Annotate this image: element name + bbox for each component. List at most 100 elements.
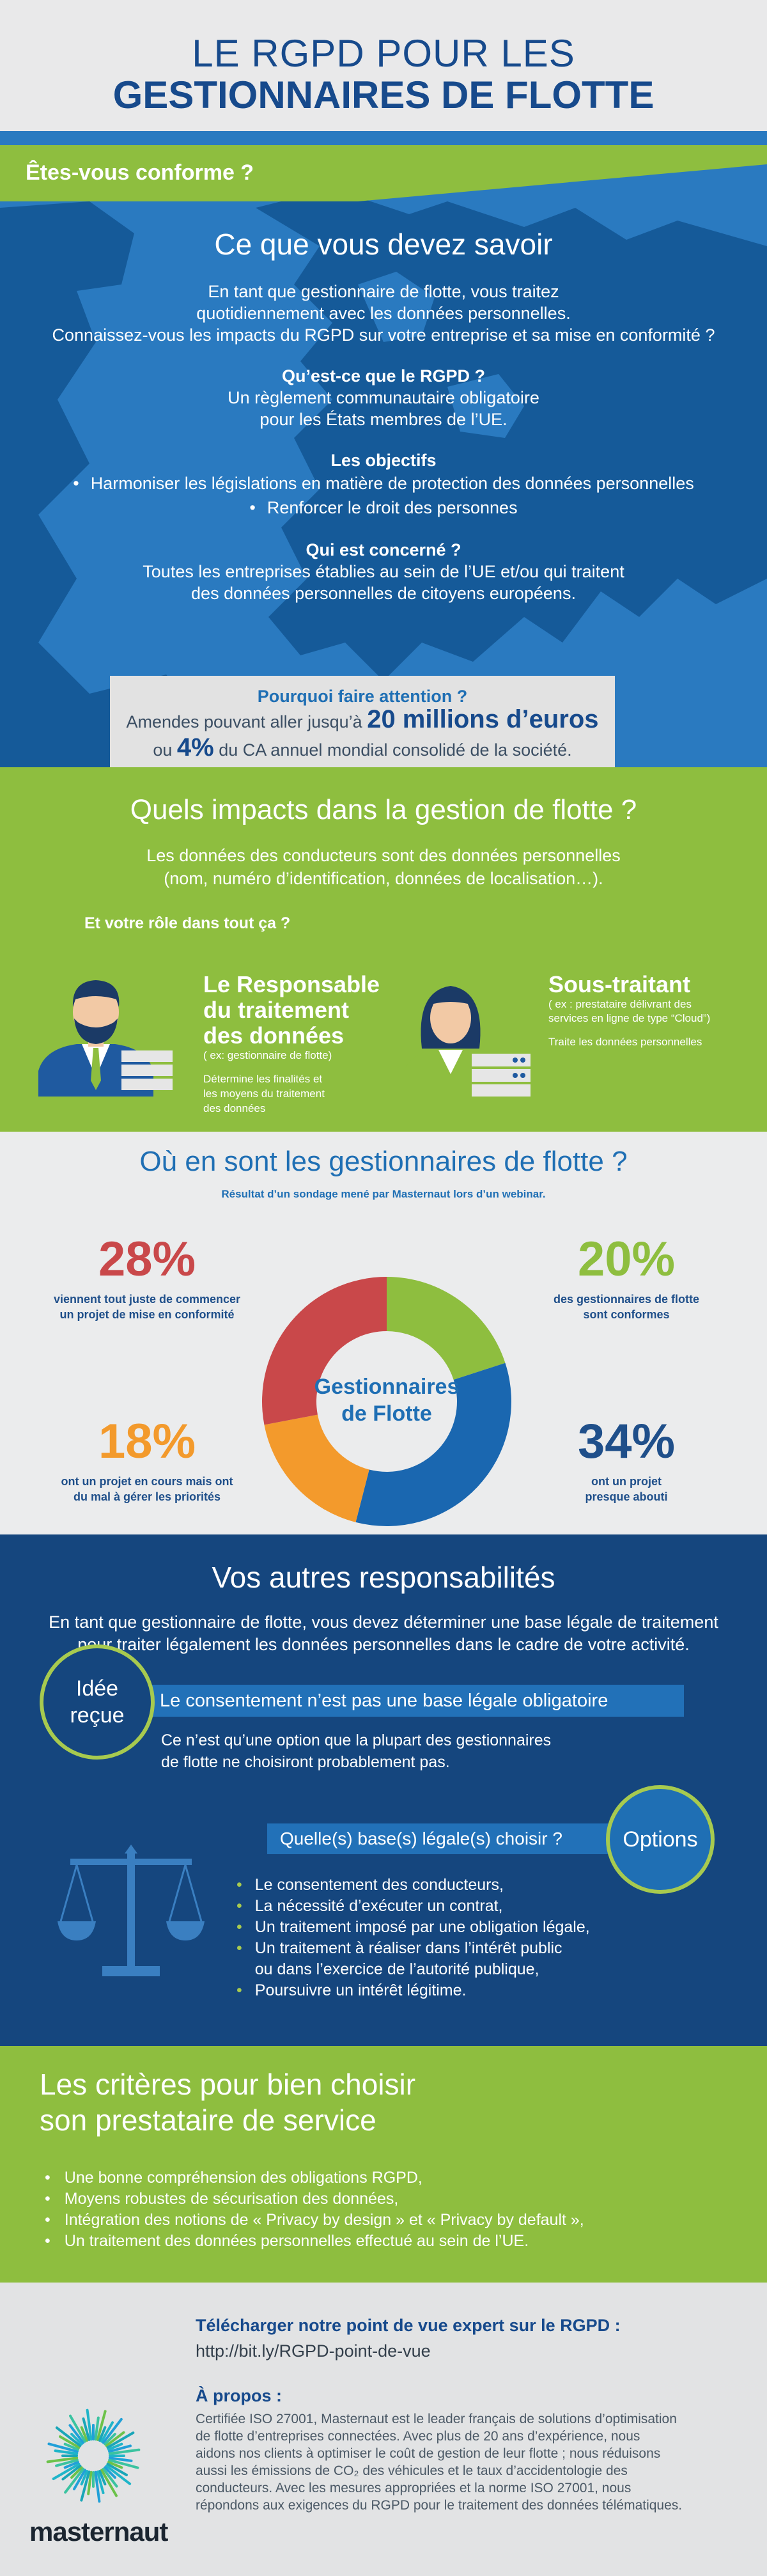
- fine-suffix: du CA annuel mondial consolidé de la soc…: [219, 740, 572, 760]
- objective-1-text: Harmoniser les législations en matière d…: [90, 474, 694, 493]
- logo-ray: [87, 2471, 93, 2495]
- logo-ray: [73, 2469, 86, 2490]
- list-item: • La nécessité d’exécuter un contrat,: [236, 1897, 503, 1915]
- logo-ray: [108, 2458, 139, 2469]
- justice-scales-icon: [58, 1845, 205, 1976]
- logo-ray: [107, 2442, 123, 2451]
- list-item: • Le consentement des conducteurs,: [236, 1876, 504, 1894]
- logo-ray: [102, 2417, 123, 2444]
- donut-slice: [387, 1277, 506, 1380]
- download-link[interactable]: http://bit.ly/RGPD-point-de-vue: [196, 2341, 431, 2361]
- masternaut-logo: masternaut: [29, 2401, 168, 2561]
- about-line-5: conducteurs. Avec les mesures appropriée…: [196, 2481, 631, 2495]
- stat-20-value: 20%: [577, 1232, 676, 1286]
- section1-content: Ce que vous devez savoir En tant que ges…: [0, 227, 767, 604]
- question-what-is-rgpd: Qu’est-ce que le RGPD ?: [281, 366, 486, 386]
- logo-ray: [47, 2442, 79, 2453]
- legal-basis-bar: Quelle(s) base(s) légale(s) choisir ?: [267, 1823, 635, 1854]
- banner-text: Êtes-vous conforme ?: [26, 160, 254, 185]
- section-criteria: Les critères pour bien choisir son prest…: [0, 2046, 767, 2283]
- consent-text-1: Ce n’est qu’une option que la plupart de…: [161, 1731, 552, 1749]
- stat-34-desc-1: ont un projet: [591, 1475, 662, 1488]
- stat-34-desc: ont un projet presque abouti: [524, 1474, 729, 1504]
- logo-ray: [63, 2442, 79, 2451]
- legal-basis-3: Un traitement imposé par une obligation …: [254, 1918, 590, 1936]
- controller-example: ( ex: gestionnaire de flotte): [203, 1049, 332, 1061]
- logo-ray: [100, 2421, 114, 2443]
- list-item: • Un traitement à réaliser dans l’intérêt…: [236, 1939, 562, 1957]
- list-item: • Une bonne compréhension des obligations…: [45, 2169, 422, 2187]
- criteria-list: • Une bonne compréhension des obligations…: [45, 2167, 584, 2252]
- intro-line-3: Connaissez-vous les impacts du RGPD sur …: [52, 325, 715, 345]
- stat-18: 18% ont un projet en cours mais ont du m…: [26, 1416, 268, 1504]
- intro-line-2: quotidiennement avec les données personn…: [196, 304, 571, 323]
- logo-ray: [80, 2471, 91, 2502]
- donut-slice: [355, 1362, 511, 1526]
- about-line-1: Certifiée ISO 27001, Masternaut est le l…: [196, 2412, 677, 2426]
- title-line-1: LE RGPD POUR LES: [192, 32, 575, 75]
- logo-ray: [108, 2456, 133, 2462]
- stat-20-desc-1: des gestionnaires de flotte: [553, 1293, 700, 1306]
- attention-title: Pourquoi faire attention ?: [257, 687, 468, 706]
- logo-ray: [59, 2435, 81, 2449]
- objective-2: • Renforcer le droit des personnes: [249, 498, 518, 517]
- about-title: À propos :: [196, 2386, 282, 2405]
- section-responsibilities: Vos autres responsabilités En tant que g…: [0, 1534, 767, 2046]
- legal-basis-list: • Le consentement des conducteurs, • La né…: [236, 1875, 590, 2001]
- logo-ray: [105, 2464, 132, 2485]
- section2-text: Les données des conducteurs sont des don…: [0, 844, 767, 890]
- logo-ray: [69, 2414, 86, 2443]
- stat-20-desc-2: sont conformes: [583, 1308, 670, 1321]
- donut-slice: [262, 1277, 387, 1425]
- options-label: Options: [623, 1827, 698, 1852]
- section-survey: Où en sont les gestionnaires de flotte ?…: [0, 1132, 767, 1534]
- idee-recue-line-2: reçue: [70, 1703, 125, 1728]
- section4-intro-2: pour traiter légalement les données pers…: [77, 1635, 690, 1654]
- consent-text-2: de flotte ne choisiront probablement pas…: [161, 1753, 450, 1771]
- objective-1: • Harmoniser les législations en matière …: [73, 474, 694, 493]
- legal-basis-2: La nécessité d’exécuter un contrat,: [254, 1897, 503, 1915]
- banner-shape: [0, 145, 767, 201]
- section2-text-1: Les données des conducteurs sont des don…: [146, 846, 621, 865]
- fine-percent: 4%: [176, 733, 214, 761]
- logo-ray: [107, 2460, 123, 2469]
- conformity-banner: Êtes-vous conforme ?: [0, 145, 767, 201]
- criterion-2: Moyens robustes de sécurisation des donn…: [64, 2190, 399, 2208]
- criterion-3: Intégration des notions de « Privacy by …: [64, 2211, 584, 2229]
- stat-18-desc: ont un projet en cours mais ont du mal à…: [26, 1474, 268, 1504]
- about-line-6: répondons aux exigences du RGPD pour le …: [196, 2498, 683, 2513]
- list-item: • Un traitement imposé par une obligation…: [236, 1918, 590, 1936]
- logo-ray: [94, 2416, 100, 2441]
- options-circle: Options: [606, 1785, 715, 1894]
- section4-intro-1: En tant que gestionnaire de flotte, vous…: [49, 1612, 718, 1632]
- stat-34-value: 34%: [577, 1414, 676, 1469]
- section1-title: Ce que vous devez savoir: [214, 228, 553, 261]
- stat-18-desc-2: du mal à gérer les priorités: [73, 1490, 221, 1503]
- stat-28-value: 28%: [98, 1232, 196, 1286]
- masternaut-wordmark: masternaut: [29, 2517, 168, 2547]
- donut-slice: [264, 1414, 369, 1522]
- list-item: • Intégration des notions de « Privacy by…: [45, 2211, 584, 2229]
- attention-line-1: Amendes pouvant aller jusqu’à 20 million…: [110, 706, 615, 735]
- header: LE RGPD POUR LES GESTIONNAIRES DE FLOTTE: [0, 0, 767, 131]
- logo-ray: [80, 2470, 89, 2486]
- stat-18-desc-1: ont un projet en cours mais ont: [61, 1475, 233, 1488]
- about-line-2: de flotte d’entreprises connectées. Avec…: [196, 2429, 640, 2444]
- logo-ray: [98, 2470, 107, 2486]
- logo-ray: [96, 2471, 105, 2494]
- stat-18-value: 18%: [98, 1414, 196, 1469]
- logo-ray: [100, 2469, 118, 2497]
- fine-prefix: Amendes pouvant aller jusqu’à: [126, 712, 362, 731]
- idee-recue-circle: Idée reçue: [40, 1644, 155, 1760]
- logo-ray: [105, 2431, 125, 2447]
- controller-desc-3: des données: [203, 1102, 266, 1114]
- processor-title: Sous-traitant: [548, 971, 691, 997]
- about-text: Certifiée ISO 27001, Masternaut est le l…: [196, 2410, 758, 2514]
- section-impacts: Quels impacts dans la gestion de flotte …: [0, 767, 767, 1132]
- logo-ray: [64, 2467, 85, 2494]
- stat-20-desc: des gestionnaires de flotte sont conform…: [518, 1292, 735, 1322]
- stat-34: 34% ont un projet presque abouti: [524, 1416, 729, 1504]
- survey-note: Résultat d’un sondage mené par Masternau…: [221, 1188, 546, 1200]
- criterion-1: Une bonne compréhension des obligations …: [64, 2169, 422, 2187]
